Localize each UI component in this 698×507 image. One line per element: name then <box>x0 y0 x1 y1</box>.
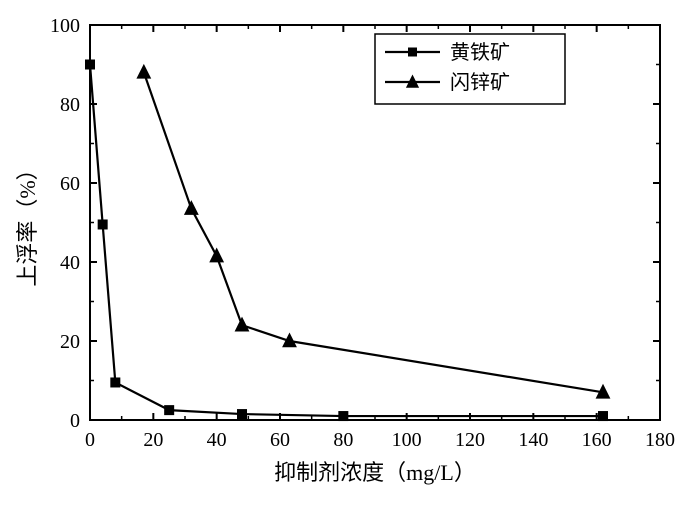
x-tick-label: 180 <box>645 429 675 451</box>
series-line-1 <box>144 72 603 392</box>
y-tick-label: 60 <box>60 173 80 195</box>
square-marker <box>165 406 174 415</box>
legend-square-icon <box>408 48 417 57</box>
square-marker <box>599 412 608 421</box>
x-tick-label: 80 <box>333 429 353 451</box>
legend: 黄铁矿闪锌矿 <box>375 34 565 104</box>
chart-container: 0 20 40 60 80 100 120 140 160 180 0 20 40 60 80 100 抑制剂浓… <box>0 0 698 507</box>
y-tick-label: 80 <box>60 94 80 116</box>
x-tick-label: 100 <box>392 429 422 451</box>
x-tick-label: 140 <box>518 429 548 451</box>
x-tick-label: 120 <box>455 429 485 451</box>
x-tick-label: 20 <box>143 429 163 451</box>
triangle-marker <box>210 249 223 262</box>
x-tick-label: 60 <box>270 429 290 451</box>
square-marker <box>98 220 107 229</box>
square-marker <box>111 378 120 387</box>
square-marker <box>86 60 95 69</box>
triangle-marker <box>137 65 150 78</box>
legend-label: 黄铁矿 <box>450 41 510 64</box>
square-marker <box>339 412 348 421</box>
legend-label: 闪锌矿 <box>450 71 510 94</box>
line-chart: 0 20 40 60 80 100 120 140 160 180 0 20 40 60 80 100 抑制剂浓… <box>0 0 698 507</box>
x-tick-label: 0 <box>85 429 95 451</box>
y-tick-label: 100 <box>50 15 80 37</box>
series-line-0 <box>90 65 603 417</box>
triangle-marker <box>235 318 248 331</box>
y-tick-label: 40 <box>60 252 80 274</box>
triangle-marker <box>185 201 198 214</box>
x-tick-label: 160 <box>582 429 612 451</box>
x-axis-label: 抑制剂浓度（mg/L） <box>274 460 476 485</box>
y-tick-label: 20 <box>60 331 80 353</box>
x-tick-label: 40 <box>207 429 227 451</box>
square-marker <box>238 410 247 419</box>
y-tick-label: 0 <box>70 410 80 432</box>
y-axis-label: 上浮率（%） <box>15 158 40 286</box>
